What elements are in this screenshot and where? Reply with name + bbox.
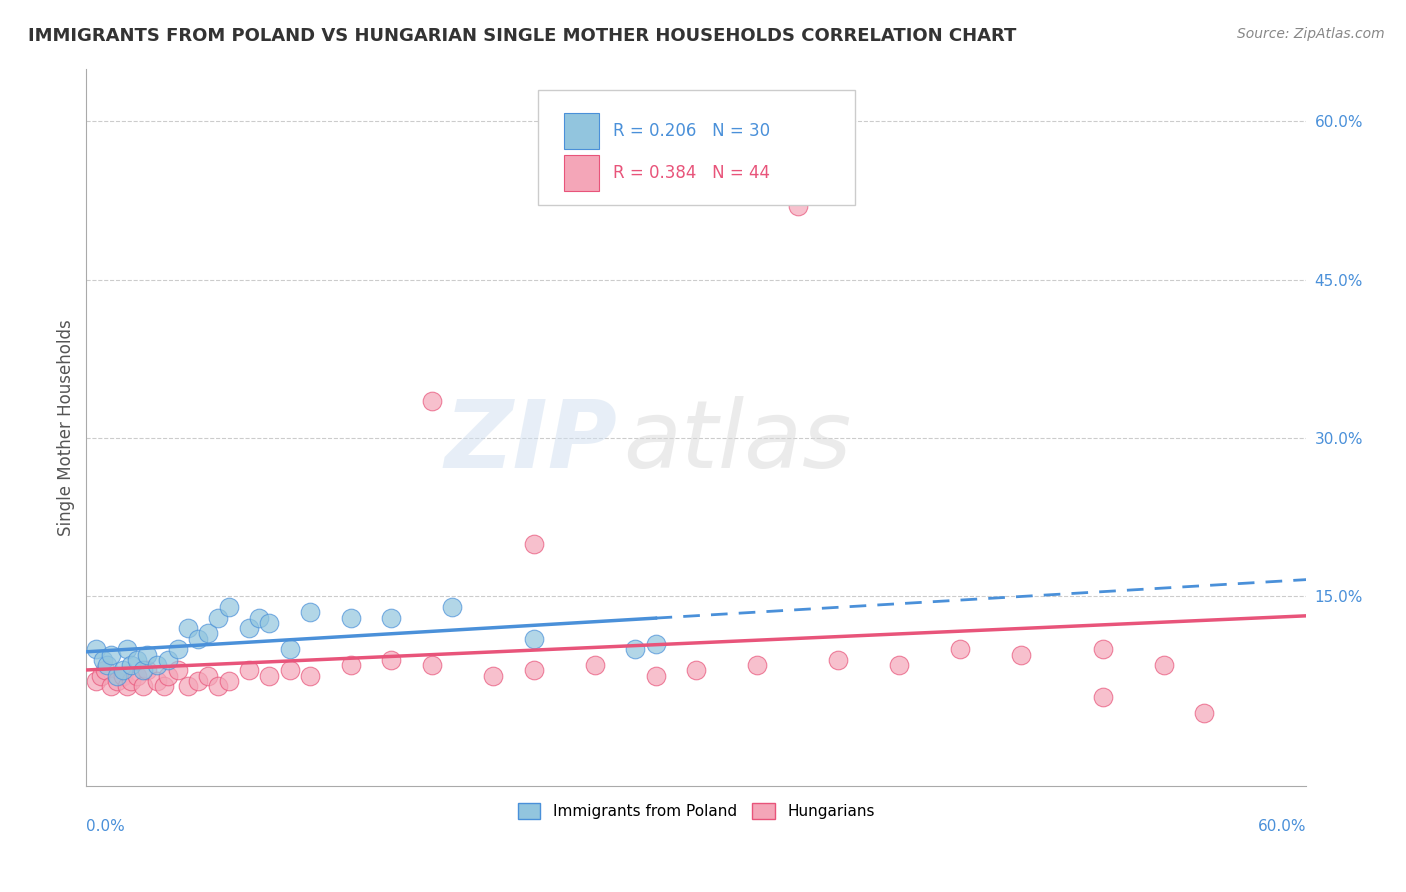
Point [247,610,270,624]
Point [177,679,200,693]
Point [207,610,229,624]
Point [380,610,402,624]
Point [624,642,647,657]
Point [1091,690,1114,704]
Point [197,626,219,640]
Point [91,653,114,667]
Point [482,668,505,682]
Point [218,673,240,688]
Point [259,615,281,630]
Point [152,679,174,693]
Point [93,664,115,678]
Point [120,658,142,673]
Point [132,679,155,693]
Point [166,664,188,678]
Point [111,668,134,682]
FancyBboxPatch shape [537,90,855,205]
Point [238,664,260,678]
Point [522,536,544,550]
Point [187,632,209,646]
Point [136,648,159,662]
Point [339,610,361,624]
Point [156,668,179,682]
Legend: Immigrants from Poland, Hungarians: Immigrants from Poland, Hungarians [512,797,882,825]
Point [105,673,128,688]
Point [259,668,281,682]
Text: atlas: atlas [623,396,851,487]
Text: Source: ZipAtlas.com: Source: ZipAtlas.com [1237,27,1385,41]
Point [89,668,111,682]
Point [278,642,301,657]
Point [115,679,138,693]
Point [278,664,301,678]
Point [96,658,118,673]
Point [115,642,138,657]
Point [644,668,666,682]
Y-axis label: Single Mother Households: Single Mother Households [58,319,75,536]
Text: R = 0.384   N = 44: R = 0.384 N = 44 [613,163,770,182]
Point [522,664,544,678]
Text: ZIP: ZIP [444,396,617,488]
Point [127,653,149,667]
Point [747,658,769,673]
Point [420,658,443,673]
Point [86,642,108,657]
Text: R = 0.206   N = 30: R = 0.206 N = 30 [613,122,770,140]
Point [441,599,464,614]
Point [156,653,179,667]
Point [100,648,122,662]
Point [146,673,169,688]
FancyBboxPatch shape [564,113,599,149]
Point [522,632,544,646]
Point [86,673,108,688]
Point [1194,706,1216,720]
Point [166,642,188,657]
Point [177,621,200,635]
Point [1091,642,1114,657]
Point [207,679,229,693]
Point [136,664,159,678]
Point [380,653,402,667]
Point [1153,658,1175,673]
Point [889,658,911,673]
Point [111,664,134,678]
Point [1010,648,1032,662]
Point [786,199,808,213]
Point [644,637,666,651]
Point [120,673,142,688]
Point [238,621,260,635]
Text: IMMIGRANTS FROM POLAND VS HUNGARIAN SINGLE MOTHER HOUSEHOLDS CORRELATION CHART: IMMIGRANTS FROM POLAND VS HUNGARIAN SING… [28,27,1017,45]
Point [105,668,128,682]
Point [132,664,155,678]
Point [187,673,209,688]
Point [420,394,443,409]
Point [298,668,321,682]
Point [127,668,149,682]
Text: 0.0%: 0.0% [86,819,125,834]
Point [583,658,606,673]
Point [949,642,972,657]
FancyBboxPatch shape [564,154,599,191]
Point [146,658,169,673]
Point [685,664,707,678]
Point [339,658,361,673]
Point [827,653,849,667]
Point [218,599,240,614]
Text: 60.0%: 60.0% [1257,819,1306,834]
Point [100,679,122,693]
Point [197,668,219,682]
Point [298,605,321,619]
